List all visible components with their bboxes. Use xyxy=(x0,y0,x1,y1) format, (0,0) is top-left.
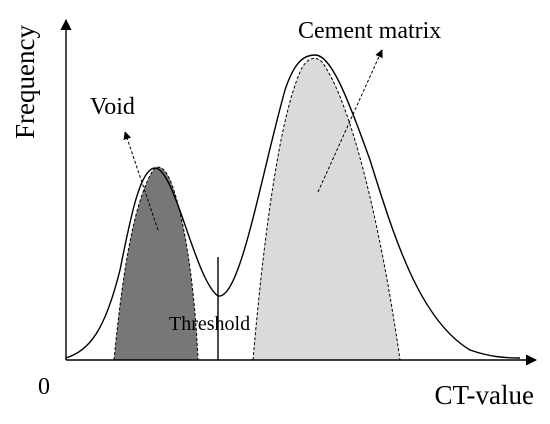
y-axis-label: Frequency xyxy=(10,25,40,139)
void-region xyxy=(113,166,199,361)
void-label: Void xyxy=(90,94,135,120)
cement-region xyxy=(252,57,401,361)
cement-arrow xyxy=(317,49,383,193)
frequency-curve xyxy=(65,54,521,359)
origin-label: 0 xyxy=(38,374,50,400)
void-arrow xyxy=(123,131,159,231)
cement-label: Cement matrix xyxy=(298,18,441,44)
x-axis-label: CT-value xyxy=(435,380,534,410)
threshold-label: Threshold xyxy=(169,313,250,335)
